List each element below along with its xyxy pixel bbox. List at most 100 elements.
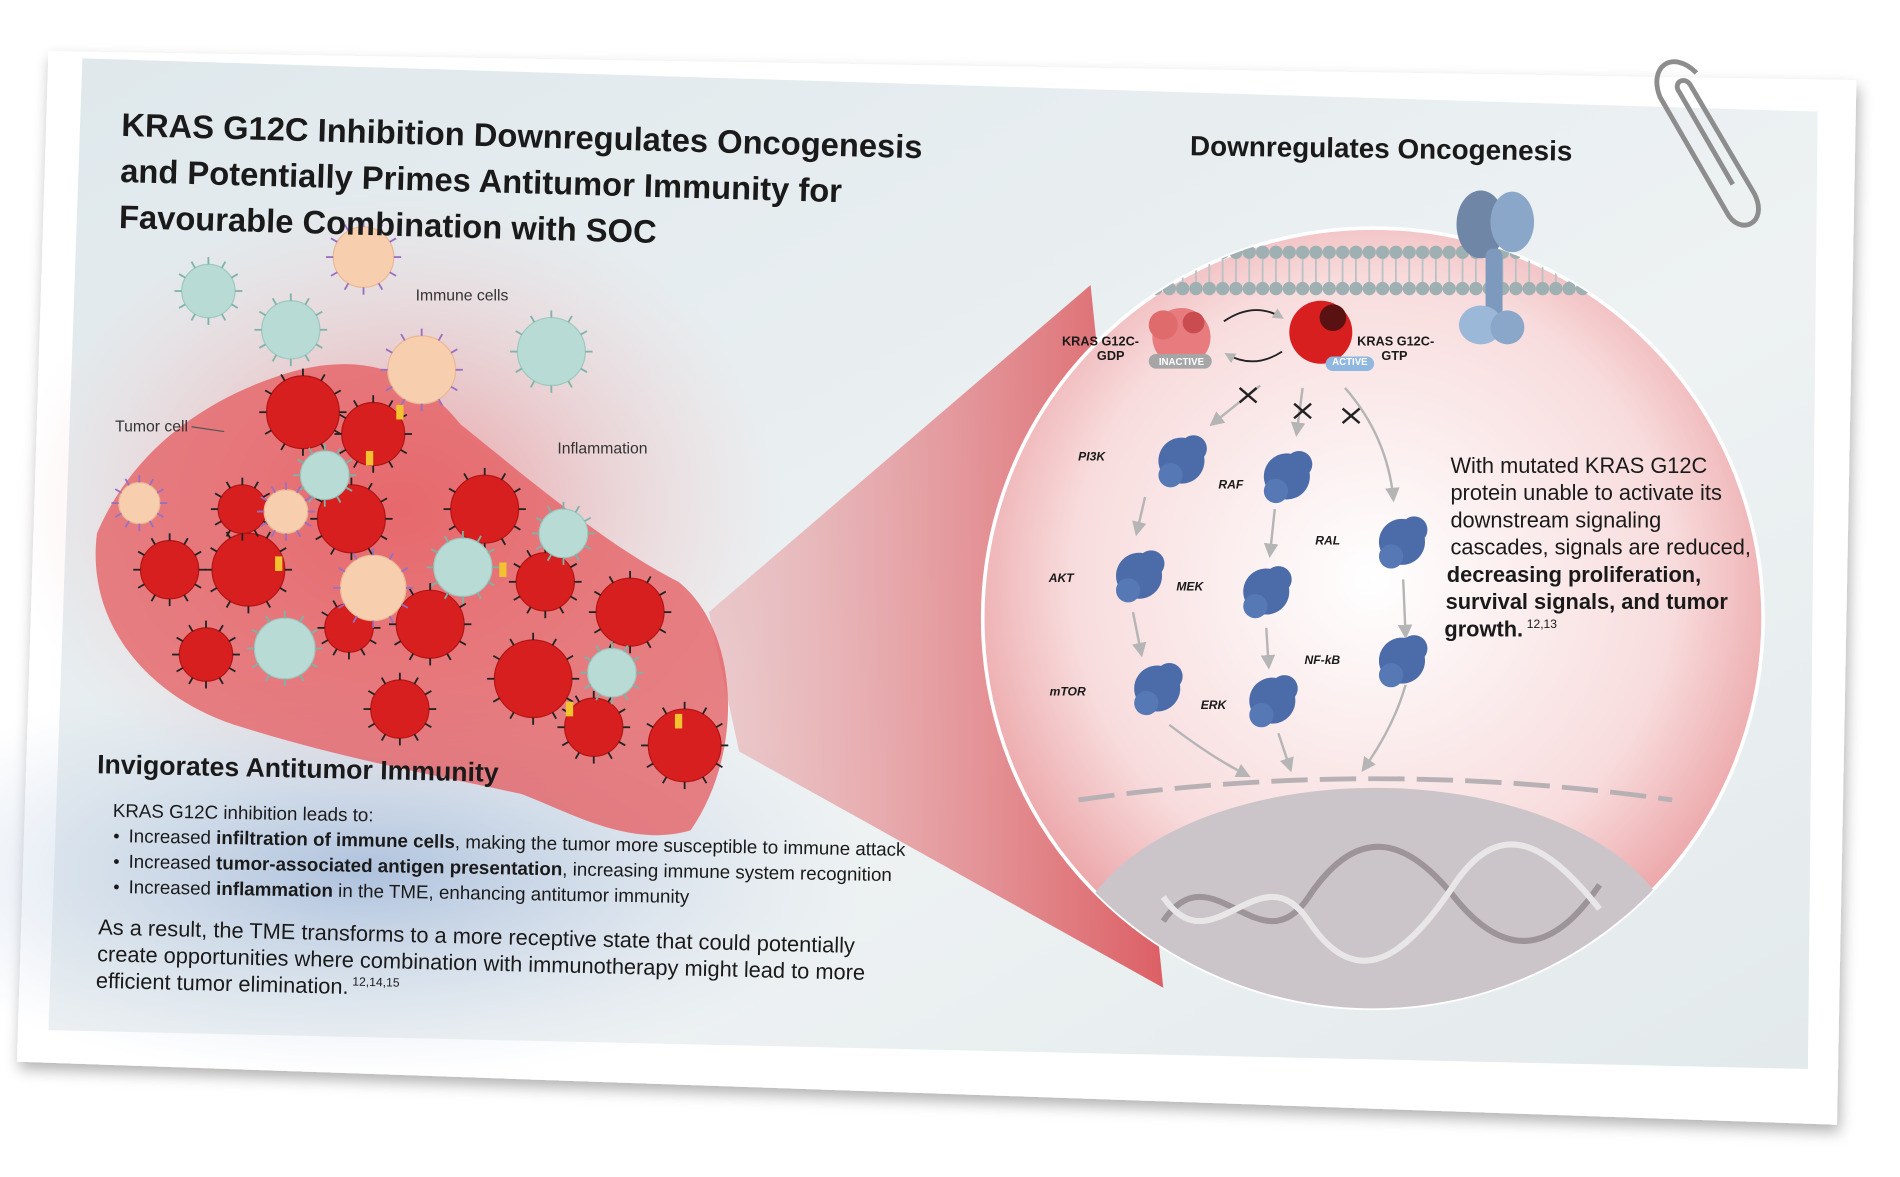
receptor-spike [476, 592, 482, 600]
receptor-spike [662, 776, 668, 784]
receptor-spike [408, 588, 414, 596]
receptor-spike [408, 653, 414, 661]
section-heading: Downregulates Oncogenesis [1190, 130, 1573, 166]
immune-cell [433, 537, 493, 597]
receptor-spike [607, 751, 613, 760]
receptor-spike [360, 648, 366, 656]
lipid-head [1415, 281, 1430, 296]
lipid-head [1255, 281, 1270, 296]
receptor-spike [580, 330, 588, 336]
receptor-spike [225, 481, 232, 489]
lipid-head [1282, 245, 1296, 259]
kras-label: GTP [1381, 348, 1408, 363]
receptor-spike [156, 488, 164, 494]
receptor-spike [114, 488, 122, 494]
receptor-spike [280, 373, 286, 382]
receptor-spike [265, 600, 272, 608]
receptor-spike [297, 458, 305, 464]
receptor-spike [487, 581, 495, 587]
receptor-spike [367, 722, 376, 729]
lipid-head [1362, 245, 1376, 259]
bullet-text: Increased [128, 825, 216, 848]
receptor-spike [513, 595, 521, 601]
protein-lobe [1155, 663, 1183, 690]
lipid-head [1322, 281, 1336, 296]
kras-label: GDP [1097, 348, 1125, 363]
receptor-spike [231, 303, 239, 309]
receptor-spike [214, 492, 222, 498]
receptor-spike [304, 297, 310, 306]
receptor-spike [513, 562, 521, 569]
receptor-spike [339, 448, 347, 455]
receptor-spike [258, 343, 267, 349]
receptor-spike [296, 529, 302, 538]
lipid-head [1375, 281, 1390, 296]
emphasis-text: survival signals, and tumor [1446, 589, 1729, 614]
receptor-spike [662, 707, 668, 715]
immune-cell [118, 481, 161, 525]
receptor-spike [529, 380, 536, 388]
protein [1378, 635, 1428, 688]
protein [1263, 450, 1313, 504]
paragraph-emphasis: growth. 12,13 [1444, 616, 1557, 641]
receptor-spike [137, 583, 145, 589]
receptor-spike [608, 575, 614, 584]
receptor-spike [218, 624, 224, 632]
receptor-spike [450, 385, 458, 392]
receptor-spike [492, 697, 501, 703]
receptor-spike [148, 478, 155, 486]
lipid-head [1549, 281, 1563, 296]
inactivation-arrow [1224, 350, 1283, 364]
receptor-spike [150, 594, 156, 602]
bullet-dot [114, 884, 119, 890]
lipid-head [1282, 281, 1296, 296]
receptor-spike [389, 237, 397, 243]
lipid-head [1362, 281, 1376, 296]
paragraph-emphasis: survival signals, and tumor [1446, 589, 1729, 614]
paragraph-line: cascades, signals are reduced, [1450, 535, 1750, 560]
immune-cell [181, 263, 236, 319]
receptor-spike [443, 592, 450, 600]
protein-lobe [1263, 478, 1289, 504]
receptor-spike [430, 581, 439, 587]
paperclip [1654, 59, 1761, 228]
receptor-spike [574, 553, 580, 562]
antigen-bond [499, 562, 507, 577]
receptor-spike [463, 472, 469, 481]
protein-lobe [1271, 675, 1298, 702]
lipid-head [1375, 245, 1390, 259]
lipid-head [1335, 281, 1350, 296]
tumor-cell [265, 375, 340, 450]
receptor-spike [210, 587, 218, 593]
lipid-head [1335, 245, 1350, 259]
dna-strand [1160, 841, 1602, 964]
receptor-spike [623, 693, 629, 701]
bullet-text: Increased [128, 876, 216, 899]
receptor-spike [352, 552, 358, 561]
receptor-spike [702, 707, 708, 715]
label: Immune cells [416, 288, 509, 305]
receptor-spike [450, 348, 458, 354]
protein-lobe [1400, 635, 1428, 662]
lipid-head [1509, 281, 1523, 296]
receptor-spike [262, 492, 271, 498]
receptor-spike [330, 547, 336, 555]
lipid-head [1535, 281, 1550, 296]
node-label: PI3K [1078, 450, 1106, 464]
receptor-spike [394, 640, 402, 646]
protein [1116, 550, 1165, 603]
bullet-text: Increased [128, 851, 216, 874]
reference: 12,13 [1527, 617, 1558, 631]
lipid-head [1295, 245, 1310, 259]
lipid-head [1402, 245, 1416, 259]
protein-lobe [1265, 566, 1292, 593]
paragraph-line: With mutated KRAS G12C [1450, 453, 1707, 478]
lipid-head [1429, 281, 1443, 296]
receptor-spike [632, 656, 640, 662]
receptor-spike [646, 722, 654, 729]
receptor-spike [315, 497, 323, 503]
receptor-spike [487, 548, 495, 554]
immune-cell [263, 489, 309, 534]
receptor-spike [369, 639, 377, 645]
receptor-spike [646, 575, 652, 584]
